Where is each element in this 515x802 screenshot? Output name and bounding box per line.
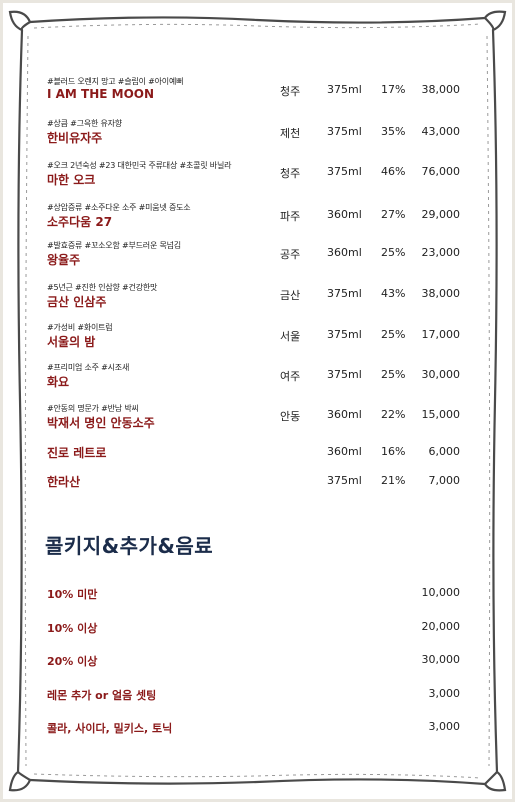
item-name: 한비유자주 (47, 131, 103, 145)
item-volume: 360ml (327, 208, 362, 221)
item-origin: 청주 (280, 85, 301, 98)
item-name: 서울의 밤 (47, 335, 96, 349)
extra-price: 3,000 (428, 687, 461, 700)
item-name: 진로 레트로 (47, 446, 107, 460)
item-name: 소주다움 27 (47, 215, 113, 229)
item-abv: 25% (381, 328, 406, 341)
item-tags: #발효증류 #꼬소오함 #부드러운 목넘김 (47, 241, 181, 250)
menu-item-row: #상압증류 #소주다운 소주 #미움넷 증도소 소주다움 27 파주 360ml… (0, 202, 515, 242)
item-tags: #상큼 #그윽한 유자향 (47, 119, 122, 128)
item-volume: 360ml (327, 445, 362, 458)
item-volume: 360ml (327, 246, 362, 259)
menu-item-row: #블러드 오렌지 망고 #슬립이 #아이예뻐 I AM THE MOON 청주 … (0, 76, 515, 116)
item-tags: #프리미엄 소주 #시조새 (47, 363, 130, 372)
item-price: 17,000 (421, 328, 461, 341)
item-volume: 360ml (327, 408, 362, 421)
menu-item-row: #5년근 #진한 인삼향 #건강한맛 금산 인삼주 금산 375ml 43% 3… (0, 282, 515, 322)
item-price: 38,000 (421, 287, 461, 300)
item-abv: 21% (381, 474, 406, 487)
item-tags: #오크 2년숙성 #23 대한민국 주류대상 #초콜릿 바닐라 (47, 161, 232, 170)
item-abv: 22% (381, 408, 406, 421)
item-price: 23,000 (421, 246, 461, 259)
item-abv: 17% (381, 83, 406, 96)
item-price: 6,000 (428, 445, 461, 458)
item-name: 한라산 (47, 475, 81, 489)
item-abv: 25% (381, 368, 406, 381)
item-origin: 여주 (280, 370, 301, 383)
menu-item-row: #가성비 #화이트럼 서울의 밤 서울 375ml 25% 17,000 (0, 322, 515, 362)
extra-price: 20,000 (421, 620, 461, 633)
item-origin: 서울 (280, 330, 301, 343)
extra-item: 콜라, 사이다, 밀키스, 토닉 3,000 (0, 720, 515, 740)
item-price: 7,000 (428, 474, 461, 487)
extra-price: 3,000 (428, 720, 461, 733)
item-tags: #블러드 오렌지 망고 #슬립이 #아이예뻐 (47, 77, 184, 86)
item-price: 43,000 (421, 125, 461, 138)
item-abv: 25% (381, 246, 406, 259)
item-origin: 청주 (280, 167, 301, 180)
item-abv: 43% (381, 287, 406, 300)
extra-label: 20% 이상 (47, 655, 98, 668)
item-price: 29,000 (421, 208, 461, 221)
item-volume: 375ml (327, 165, 362, 178)
item-abv: 35% (381, 125, 406, 138)
item-volume: 375ml (327, 328, 362, 341)
item-volume: 375ml (327, 474, 362, 487)
extra-label: 10% 미만 (47, 588, 98, 601)
item-name: 마한 오크 (47, 173, 96, 187)
item-name: 왕율주 (47, 253, 81, 267)
item-price: 30,000 (421, 368, 461, 381)
item-origin: 금산 (280, 289, 301, 302)
extra-label: 레몬 추가 or 얼음 셋팅 (47, 689, 157, 702)
extra-item: 10% 이상 20,000 (0, 620, 515, 640)
section-title: 콜키지&추가&음료 (45, 534, 214, 558)
item-name: 금산 인삼주 (47, 295, 107, 309)
item-volume: 375ml (327, 287, 362, 300)
item-tags: #가성비 #화이트럼 (47, 323, 113, 332)
item-volume: 375ml (327, 368, 362, 381)
extra-price: 10,000 (421, 586, 461, 599)
item-price: 76,000 (421, 165, 461, 178)
item-name: 박재서 명인 안동소주 (47, 416, 155, 430)
item-tags: #5년근 #진한 인삼향 #건강한맛 (47, 283, 158, 292)
extra-item: 10% 미만 10,000 (0, 586, 515, 606)
menu-item-row: #발효증류 #꼬소오함 #부드러운 목넘김 왕율주 공주 360ml 25% 2… (0, 240, 515, 280)
menu-item-row: #프리미엄 소주 #시조새 화요 여주 375ml 25% 30,000 (0, 362, 515, 402)
item-origin: 제천 (280, 127, 301, 140)
menu-item-row: #오크 2년숙성 #23 대한민국 주류대상 #초콜릿 바닐라 마한 오크 청주… (0, 160, 515, 200)
menu-item-row: #안동의 명문가 #반남 박씨 박재서 명인 안동소주 안동 360ml 22%… (0, 403, 515, 443)
item-name: I AM THE MOON (47, 87, 155, 101)
item-name: 화요 (47, 375, 70, 389)
item-volume: 375ml (327, 125, 362, 138)
item-tags: #상압증류 #소주다운 소주 #미움넷 증도소 (47, 203, 191, 212)
extra-price: 30,000 (421, 653, 461, 666)
item-origin: 파주 (280, 210, 301, 223)
item-price: 38,000 (421, 83, 461, 96)
item-price: 15,000 (421, 408, 461, 421)
menu-item-row: 진로 레트로 360ml 16% 6,000 (0, 444, 515, 464)
item-tags: #안동의 명문가 #반남 박씨 (47, 404, 139, 413)
menu-page (3, 3, 512, 799)
item-origin: 안동 (280, 410, 301, 423)
extra-item: 20% 이상 30,000 (0, 653, 515, 673)
extra-label: 10% 이상 (47, 622, 98, 635)
menu-item-row: 한라산 375ml 21% 7,000 (0, 473, 515, 493)
menu-item-row: #상큼 #그윽한 유자향 한비유자주 제천 375ml 35% 43,000 (0, 118, 515, 158)
item-origin: 공주 (280, 248, 301, 261)
extra-label: 콜라, 사이다, 밀키스, 토닉 (47, 722, 173, 735)
item-volume: 375ml (327, 83, 362, 96)
item-abv: 16% (381, 445, 406, 458)
item-abv: 27% (381, 208, 406, 221)
item-abv: 46% (381, 165, 406, 178)
extra-item: 레몬 추가 or 얼음 셋팅 3,000 (0, 687, 515, 707)
